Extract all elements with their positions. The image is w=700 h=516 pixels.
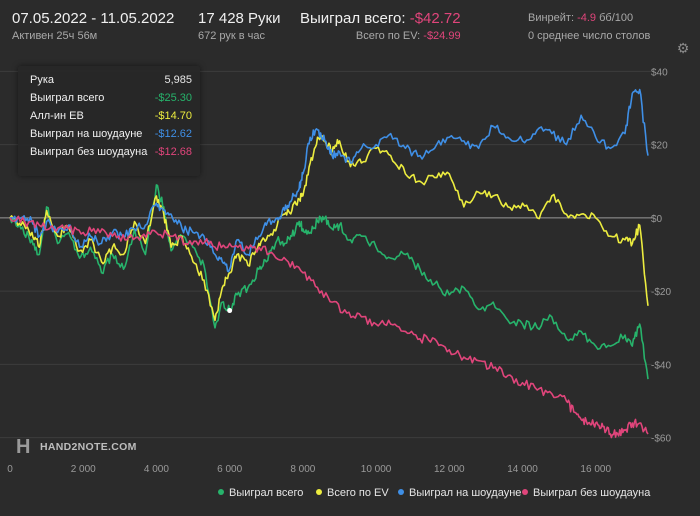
y-tick-label: -$40 bbox=[651, 360, 671, 371]
winrate-unit: бб/100 bbox=[599, 12, 634, 24]
date-range-block: 07.05.2022 - 11.05.2022 Активен 25ч 56м bbox=[12, 10, 174, 42]
winrate-value: -4.9 bbox=[577, 12, 597, 24]
legend-dot-icon bbox=[218, 489, 224, 495]
x-tick-label: 6 000 bbox=[217, 464, 242, 475]
tooltip-value: 5,985 bbox=[164, 74, 192, 86]
tooltip-value: -$14.70 bbox=[154, 110, 192, 122]
hands-block: 17 428 Руки 672 рук в час bbox=[198, 10, 281, 42]
tooltip-value: -$12.62 bbox=[154, 128, 192, 140]
legend-label: Выиграл всего bbox=[229, 487, 304, 499]
x-tick-label: 16 000 bbox=[580, 464, 611, 475]
tooltip-row: Выиграл всего -$25.30 bbox=[30, 92, 192, 108]
legend-item[interactable]: Всего по EV bbox=[316, 487, 389, 499]
y-tick-label: -$20 bbox=[651, 287, 671, 298]
tooltip-label: Алл-ин EB bbox=[30, 110, 84, 122]
y-tick-label: $0 bbox=[651, 214, 663, 225]
hover-marker bbox=[227, 308, 233, 314]
avg-tables: 0 среднее число столов bbox=[528, 30, 651, 42]
series-line bbox=[9, 88, 649, 273]
y-tick-label: $40 bbox=[651, 67, 668, 78]
x-tick-label: 8 000 bbox=[290, 464, 315, 475]
series-line bbox=[9, 135, 649, 322]
tooltip-value: -$12.68 bbox=[154, 146, 192, 158]
logo-text: HAND2NOTE.COM bbox=[40, 441, 137, 453]
won-total-value: -$42.72 bbox=[409, 10, 461, 27]
legend-item[interactable]: Выиграл всего bbox=[218, 487, 303, 499]
summary-header: 07.05.2022 - 11.05.2022 Активен 25ч 56м … bbox=[0, 0, 700, 60]
ev-label: Всего по EV: bbox=[355, 30, 421, 42]
ev-value: -$24.99 bbox=[423, 30, 461, 42]
x-tick-label: 12 000 bbox=[434, 464, 465, 475]
series-line bbox=[9, 215, 649, 439]
hands-per-hour: 672 рук в час bbox=[198, 30, 266, 42]
winrate-block: Винрейт: -4.9 бб/100 0 среднее число сто… bbox=[528, 12, 650, 42]
legend-item[interactable]: Выиграл без шоудауна bbox=[522, 487, 650, 499]
x-tick-label: 10 000 bbox=[361, 464, 392, 475]
tooltip-label: Выиграл всего bbox=[30, 92, 105, 104]
tooltip-label: Выиграл на шоудауне bbox=[30, 128, 143, 140]
tooltip-label: Выиграл без шоудауна bbox=[30, 146, 148, 158]
hands-count: 17 428 Руки bbox=[198, 10, 281, 27]
won-total-label: Выиграл всего: bbox=[300, 10, 406, 27]
won-total-block: Выиграл всего: -$42.72 Всего по EV: -$24… bbox=[300, 10, 461, 42]
chart-legend: Выиграл всего Всего по EV Выиграл на шоуда… bbox=[0, 487, 700, 505]
legend-dot-icon bbox=[398, 489, 404, 495]
x-tick-label: 0 bbox=[7, 464, 13, 475]
active-time: Активен 25ч 56м bbox=[12, 30, 98, 42]
legend-label: Всего по EV bbox=[327, 487, 389, 499]
y-tick-label: $20 bbox=[651, 141, 668, 152]
date-range: 07.05.2022 - 11.05.2022 bbox=[12, 10, 175, 27]
y-tick-label: -$60 bbox=[651, 434, 671, 445]
tooltip-row: Рука 5,985 bbox=[30, 74, 192, 90]
tooltip-row: Выиграл на шоудауне -$12.62 bbox=[30, 128, 192, 144]
x-tick-label: 2 000 bbox=[71, 464, 96, 475]
gear-icon[interactable]: ⚙ bbox=[676, 40, 690, 56]
logo-mark-icon: H bbox=[16, 436, 31, 458]
tooltip-label: Рука bbox=[30, 74, 55, 86]
hover-tooltip: Рука 5,985 Выиграл всего -$25.30 Алл-ин EB -$… bbox=[18, 66, 200, 176]
x-tick-label: 14 000 bbox=[507, 464, 538, 475]
legend-dot-icon bbox=[316, 489, 322, 495]
x-tick-label: 4 000 bbox=[144, 464, 169, 475]
winrate-label: Винрейт: bbox=[528, 12, 575, 24]
series-line bbox=[9, 184, 649, 380]
legend-dot-icon bbox=[522, 489, 528, 495]
tooltip-row: Алл-ин EB -$14.70 bbox=[30, 110, 192, 126]
legend-label: Выиграл без шоудауна bbox=[533, 487, 651, 499]
legend-item[interactable]: Выиграл на шоудауне bbox=[398, 487, 521, 499]
tooltip-value: -$25.30 bbox=[154, 92, 192, 104]
legend-label: Выиграл на шоудауне bbox=[409, 487, 522, 499]
tooltip-row: Выиграл без шоудауна -$12.68 bbox=[30, 146, 192, 162]
